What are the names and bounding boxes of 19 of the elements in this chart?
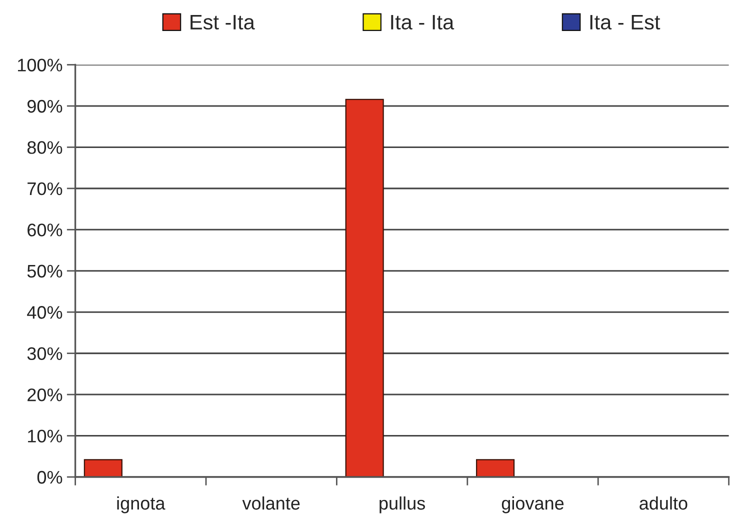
y-tick-label: 60% [28, 224, 62, 236]
x-tick-label: adulto [640, 496, 688, 510]
y-tick-label: 0% [37, 470, 62, 484]
y-tick-label: 30% [27, 347, 62, 360]
x-tick-label: volante [242, 496, 300, 510]
legend-label: Ita - Est [590, 15, 660, 30]
y-tick-label: 50% [27, 264, 62, 278]
x-tick-label: pullus [380, 496, 425, 514]
legend-label: Ita - Ita [391, 15, 454, 30]
x-tick-label: giovane [502, 496, 564, 514]
legend-label: Est -Ita [190, 15, 255, 30]
y-tick-label: 20% [28, 388, 62, 402]
y-tick-label: 40% [27, 306, 62, 319]
y-tick-label: 80% [27, 141, 62, 154]
y-tick-label: 100% [18, 58, 62, 72]
y-tick-label: 70% [28, 182, 62, 196]
x-tick-label: ignota [117, 496, 166, 514]
y-tick-label: 10% [28, 430, 62, 442]
y-tick-label: 90% [28, 100, 62, 113]
